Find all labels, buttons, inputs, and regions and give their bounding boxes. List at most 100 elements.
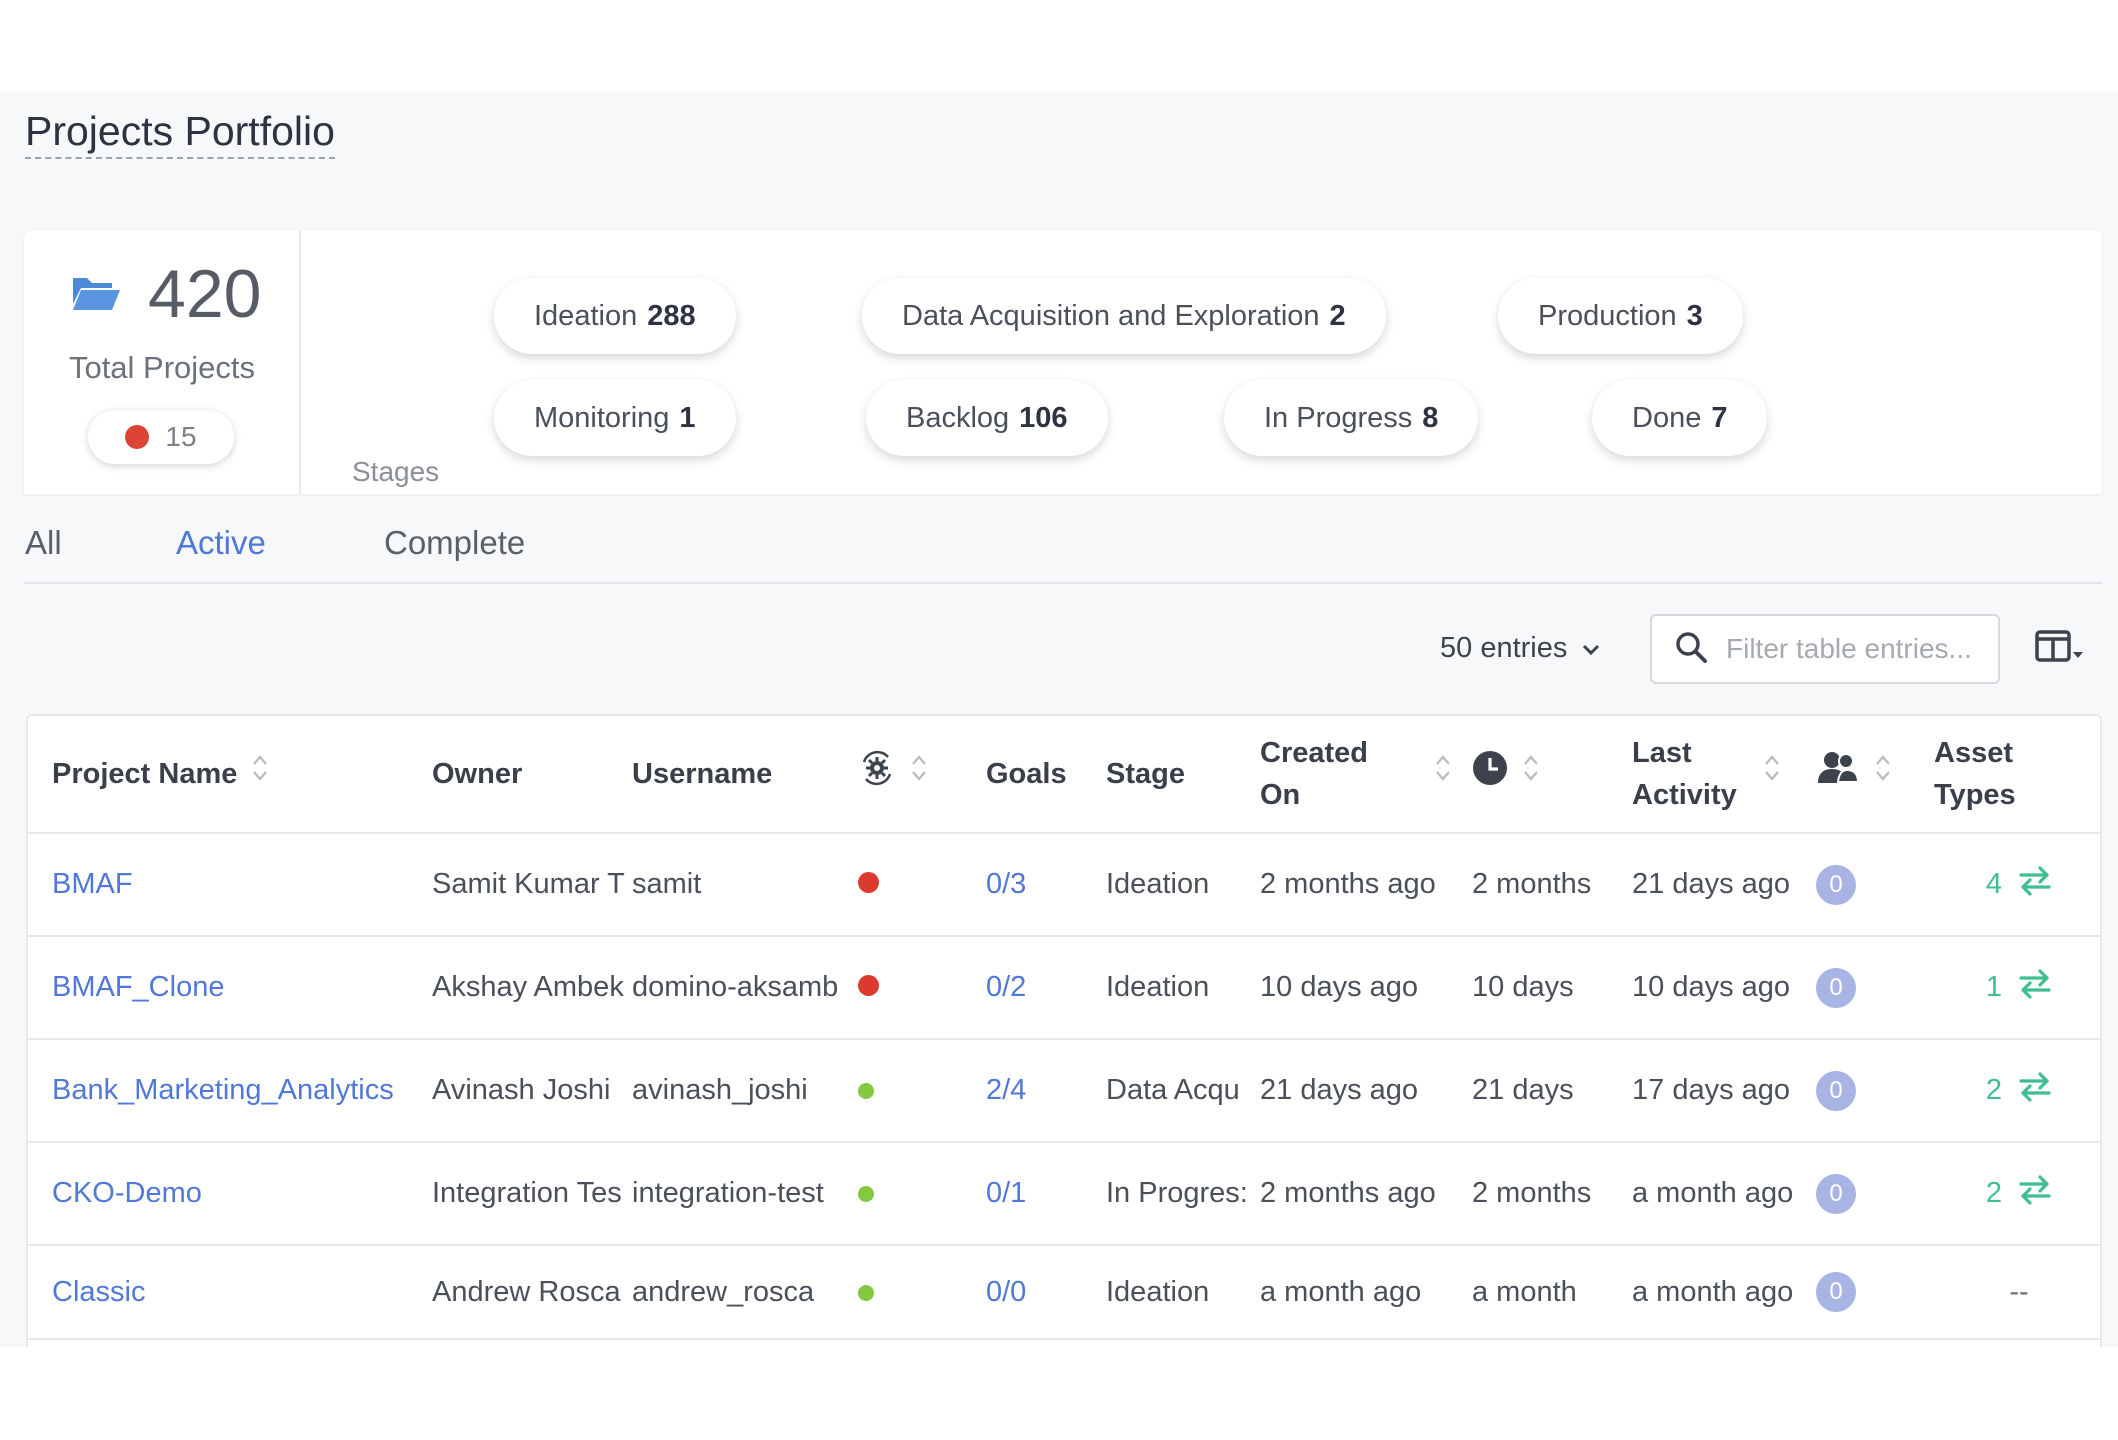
header-label-line1: Asset <box>1934 737 2013 769</box>
owner-cell: Avinash Joshi <box>432 1039 632 1143</box>
stage-pill-backlog[interactable]: Backlog 106 <box>866 380 1108 456</box>
status-cell <box>858 936 986 1040</box>
goals-link[interactable]: 0/3 <box>986 833 1106 937</box>
stage-count: 7 <box>1711 401 1728 434</box>
col-created-on[interactable]: Created On <box>1260 716 1472 834</box>
collaborators-badge[interactable]: 0 <box>1816 1272 1856 1312</box>
project-name-link[interactable]: Bank_Marketing_Analytics <box>52 1039 432 1143</box>
project-name-link[interactable]: BMAF <box>52 833 432 937</box>
header-label-line2: Activity <box>1632 779 1737 811</box>
total-projects-label: Total Projects <box>68 350 256 385</box>
table-header-row: Project Name Owner Username Goals Stage … <box>28 716 2100 834</box>
table-row[interactable]: Classic Andrew Rosca andrew_rosca 0/0 Ideati… <box>28 1245 2100 1340</box>
col-collaborators[interactable] <box>1816 716 1934 834</box>
status-count: 15 <box>165 421 197 452</box>
stage-cell: Ideation <box>1106 1245 1260 1340</box>
stage-count: 288 <box>647 299 696 332</box>
status-cell <box>858 833 986 937</box>
last-activity-cell: a month ago <box>1632 1245 1816 1340</box>
stage-pill-production[interactable]: Production 3 <box>1498 278 1743 354</box>
collaborators-cell: 0 <box>1816 936 1934 1040</box>
stage-pill-in-progress[interactable]: In Progress 8 <box>1224 380 1479 456</box>
project-name-link[interactable]: BMAF_Clone <box>52 936 432 1040</box>
tab-active[interactable]: Active <box>176 524 266 561</box>
created-cell: 2 months ago <box>1260 1142 1472 1246</box>
total-projects-box: 420 Total Projects 15 <box>24 230 300 494</box>
goals-link[interactable]: 0/2 <box>986 936 1106 1040</box>
col-goals: Goals <box>986 716 1106 834</box>
username-cell: samit <box>632 833 858 937</box>
col-project-name[interactable]: Project Name <box>52 716 432 834</box>
green-status-dot <box>858 1284 874 1301</box>
status-cell <box>858 1245 986 1340</box>
collaborators-badge[interactable]: 0 <box>1816 1173 1856 1214</box>
sort-icon <box>1763 753 1781 795</box>
asset-types-count: 4 <box>1985 868 2003 900</box>
stage-cell: Ideation <box>1106 936 1260 1040</box>
transfer-arrows-icon <box>2018 865 2052 905</box>
col-asset-types: Asset Types <box>1934 716 2100 834</box>
owner-cell: Samit Kumar T <box>432 833 632 937</box>
age-cell: a month <box>1472 1245 1632 1340</box>
col-stage: Stage <box>1106 716 1260 834</box>
table-row[interactable]: CKO-Demo Integration Tes integration-test 0… <box>28 1142 2100 1246</box>
collaborators-badge[interactable]: 0 <box>1816 967 1856 1008</box>
col-status[interactable] <box>858 716 986 834</box>
gear-refresh-icon <box>858 749 896 799</box>
sort-icon <box>1434 753 1452 795</box>
stage-pill-ideation[interactable]: Ideation 288 <box>494 278 736 354</box>
collaborators-badge[interactable]: 0 <box>1816 1070 1856 1111</box>
created-cell: 10 days ago <box>1260 936 1472 1040</box>
header-label: Username <box>632 757 773 790</box>
status-cell <box>858 1142 986 1246</box>
header-label-line2: Types <box>1934 779 2016 811</box>
stage-pill-data-acquisition[interactable]: Data Acquisition and Exploration 2 <box>862 278 1386 354</box>
goals-link[interactable]: 0/0 <box>986 1245 1106 1340</box>
asset-types-empty: -- <box>2009 1275 2029 1308</box>
entries-select[interactable]: 50 entries <box>1440 632 1601 665</box>
stage-pill-monitoring[interactable]: Monitoring 1 <box>494 380 736 456</box>
transfer-arrows-icon <box>2018 1071 2052 1111</box>
entries-label: 50 entries <box>1440 632 1568 664</box>
asset-types[interactable]: 4 <box>1986 865 2052 905</box>
page-title: Projects Portfolio <box>25 108 335 160</box>
col-username: Username <box>632 716 858 834</box>
asset-types[interactable]: 2 <box>1986 1174 2052 1214</box>
tab-complete[interactable]: Complete <box>384 524 526 561</box>
col-age[interactable] <box>1472 716 1632 834</box>
stage-pill-done[interactable]: Done 7 <box>1592 380 1768 456</box>
asset-types-count: 2 <box>1985 1177 2003 1209</box>
collaborators-badge[interactable]: 0 <box>1816 864 1856 905</box>
col-owner: Owner <box>432 716 632 834</box>
project-name-link[interactable]: CKO-Demo <box>52 1142 432 1246</box>
columns-icon <box>2034 630 2088 672</box>
col-last-activity[interactable]: Last Activity <box>1632 716 1816 834</box>
asset-types[interactable]: 2 <box>1986 1071 2052 1111</box>
username-cell: domino-aksamb <box>632 936 858 1040</box>
goals-link[interactable]: 0/1 <box>986 1142 1106 1246</box>
tab-all[interactable]: All <box>25 524 62 561</box>
clock-icon <box>1472 750 1508 798</box>
project-name-link[interactable]: Classic <box>52 1245 432 1340</box>
table-row[interactable]: Bank_Marketing_Analytics Avinash Joshi avi… <box>28 1039 2100 1143</box>
goals-link[interactable]: 2/4 <box>986 1039 1106 1143</box>
summary-divider <box>299 230 301 494</box>
sort-icon <box>1874 753 1892 795</box>
stage-count: 3 <box>1686 299 1703 332</box>
stage-name: Data Acquisition and Exploration <box>902 299 1320 332</box>
stages-label: Stages <box>352 456 440 487</box>
table-row[interactable]: BMAF_Clone Akshay Ambek domino-aksamb 0/2 Id… <box>28 936 2100 1040</box>
search-input[interactable] <box>1724 632 1998 666</box>
stage-cell: Ideation <box>1106 833 1260 937</box>
red-status-dot <box>858 975 879 996</box>
columns-toggle-button[interactable] <box>2034 628 2088 673</box>
collaborators-cell: 0 <box>1816 1142 1934 1246</box>
asset-types[interactable]: 1 <box>1986 968 2052 1008</box>
username-cell: andrew_rosca <box>632 1245 858 1340</box>
sort-icon <box>910 753 928 795</box>
status-filter-pill[interactable]: 15 <box>88 410 234 464</box>
last-activity-cell: 17 days ago <box>1632 1039 1816 1143</box>
owner-cell: Integration Tes <box>432 1142 632 1246</box>
